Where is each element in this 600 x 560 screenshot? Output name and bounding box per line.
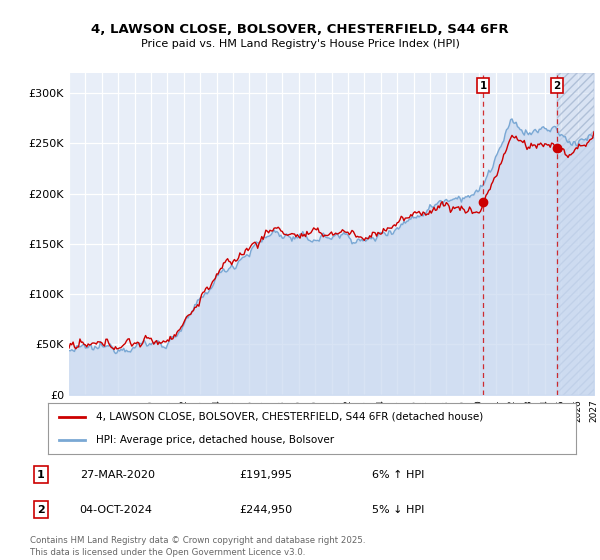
Text: 1: 1 bbox=[37, 470, 45, 479]
Text: 1: 1 bbox=[479, 81, 487, 91]
Text: £191,995: £191,995 bbox=[240, 470, 293, 479]
Text: 2: 2 bbox=[553, 81, 561, 91]
Text: 27-MAR-2020: 27-MAR-2020 bbox=[80, 470, 155, 479]
Text: 5% ↓ HPI: 5% ↓ HPI bbox=[372, 505, 425, 515]
Text: 4, LAWSON CLOSE, BOLSOVER, CHESTERFIELD, S44 6FR: 4, LAWSON CLOSE, BOLSOVER, CHESTERFIELD,… bbox=[91, 24, 509, 36]
Text: Price paid vs. HM Land Registry's House Price Index (HPI): Price paid vs. HM Land Registry's House … bbox=[140, 39, 460, 49]
Text: 4, LAWSON CLOSE, BOLSOVER, CHESTERFIELD, S44 6FR (detached house): 4, LAWSON CLOSE, BOLSOVER, CHESTERFIELD,… bbox=[95, 412, 483, 422]
Text: Contains HM Land Registry data © Crown copyright and database right 2025.
This d: Contains HM Land Registry data © Crown c… bbox=[30, 536, 365, 557]
Text: £244,950: £244,950 bbox=[240, 505, 293, 515]
Text: 2: 2 bbox=[37, 505, 45, 515]
Text: 04-OCT-2024: 04-OCT-2024 bbox=[80, 505, 152, 515]
Text: 6% ↑ HPI: 6% ↑ HPI bbox=[372, 470, 425, 479]
Text: HPI: Average price, detached house, Bolsover: HPI: Average price, detached house, Bols… bbox=[95, 435, 334, 445]
